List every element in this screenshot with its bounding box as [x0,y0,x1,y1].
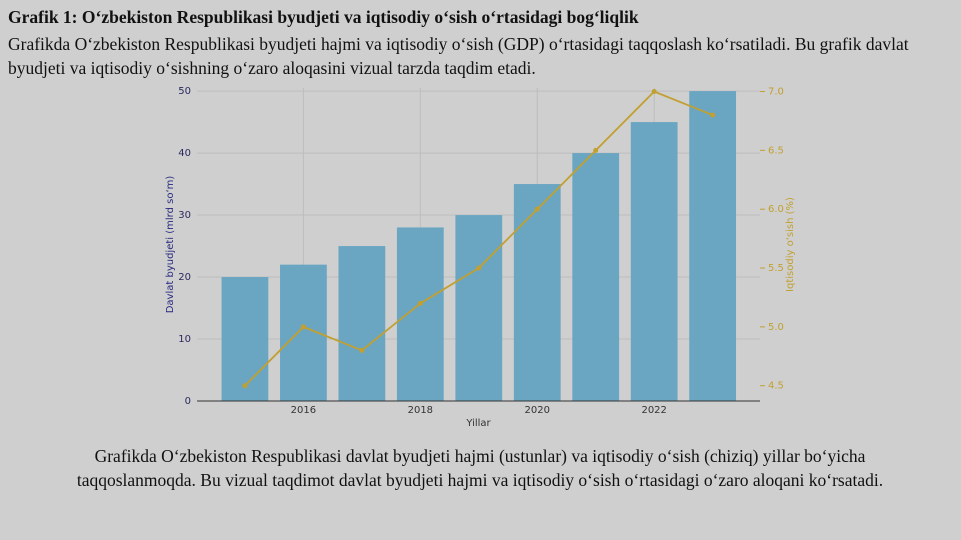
y2-tick-label: 6.0 [768,204,784,215]
point [417,300,423,306]
point [476,265,482,271]
x-tick-label: 2016 [291,405,316,416]
y2-tick-label: 6.5 [768,145,784,156]
point [300,324,306,330]
y2-tick-label: 4.5 [768,381,784,392]
point [534,206,540,212]
x-axis-label: Yillar [465,418,491,429]
y2-tick-label: 5.5 [768,263,784,274]
point [242,383,248,389]
x-tick-label: 2018 [408,405,433,416]
y-tick-label: 0 [185,396,191,407]
bar [689,91,737,402]
point [651,89,657,95]
y-tick-label: 30 [178,210,191,221]
y2-tick-label: 5.0 [768,322,784,333]
title: Grafik 1: O‘zbekiston Respublikasi byudj… [8,7,639,27]
bar [630,122,678,401]
caption: Grafikda O‘zbekiston Respublikasi davlat… [76,446,884,490]
y-axis-label: Davlat byudjeti (mlrd so‘m) [165,176,176,314]
point [593,147,599,153]
bar [396,227,444,401]
x-tick-label: 2020 [525,405,550,416]
y-tick-label: 50 [178,86,191,97]
bar [455,215,503,401]
bar [572,153,620,401]
x-tick-label: 2022 [641,405,666,416]
point [710,112,716,118]
intro: Grafikda O‘zbekiston Respublikasi byudje… [8,34,909,78]
y-tick-label: 40 [178,148,191,159]
y-tick-label: 20 [178,272,191,283]
y2-tick-label: 7.0 [768,87,784,98]
bar [221,277,269,401]
bar [338,246,386,401]
y2-axis-label: Iqtisodiy o‘sish (%) [785,197,796,292]
bar [513,184,561,401]
point [359,347,365,353]
y-tick-label: 10 [178,334,191,345]
